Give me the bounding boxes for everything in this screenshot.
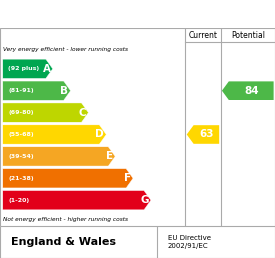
Text: (21-38): (21-38) [8,176,34,181]
Text: 63: 63 [199,130,214,140]
Polygon shape [3,103,89,122]
Text: C: C [79,108,86,118]
Polygon shape [187,125,219,144]
Text: B: B [60,86,68,96]
Text: (55-68): (55-68) [8,132,34,137]
Text: E: E [106,151,113,162]
Text: F: F [124,173,131,183]
Text: (92 plus): (92 plus) [8,66,39,71]
Polygon shape [3,81,71,100]
Text: Current: Current [188,30,218,39]
Polygon shape [3,59,53,78]
Polygon shape [3,147,115,166]
Text: (69-80): (69-80) [8,110,34,115]
Text: England & Wales: England & Wales [11,237,116,247]
Text: (39-54): (39-54) [8,154,34,159]
Polygon shape [3,191,151,210]
Polygon shape [222,81,274,100]
Text: Not energy efficient - higher running costs: Not energy efficient - higher running co… [3,216,128,222]
Text: Very energy efficient - lower running costs: Very energy efficient - lower running co… [3,47,128,52]
Text: A: A [43,64,51,74]
Polygon shape [3,125,106,144]
Text: EU Directive
2002/91/EC: EU Directive 2002/91/EC [168,235,211,249]
Text: 84: 84 [244,86,258,96]
Polygon shape [3,169,133,188]
Text: (1-20): (1-20) [8,198,29,203]
Text: Energy Efficiency Rating: Energy Efficiency Rating [8,7,180,20]
Text: G: G [140,195,149,205]
Text: D: D [95,130,104,140]
Text: Potential: Potential [231,30,265,39]
Text: (81-91): (81-91) [8,88,34,93]
